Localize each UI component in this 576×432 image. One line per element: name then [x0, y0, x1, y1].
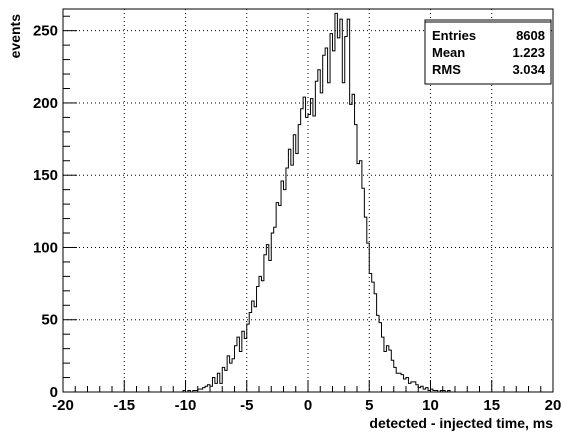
- x-tick-label: -20: [52, 397, 74, 414]
- x-tick-label: -10: [175, 397, 197, 414]
- x-tick-label: 10: [422, 397, 439, 414]
- stats-value: 8608: [516, 28, 545, 43]
- y-tick-label: 250: [33, 23, 58, 40]
- y-tick-label: 150: [33, 167, 58, 184]
- x-tick-label: 20: [545, 397, 562, 414]
- y-tick-label: 200: [33, 95, 58, 112]
- x-axis-title: detected - injected time, ms: [369, 415, 553, 431]
- stats-label: Mean: [432, 45, 465, 60]
- x-tick-label: -5: [240, 397, 253, 414]
- x-tick-label: 15: [483, 397, 500, 414]
- stats-label: RMS: [432, 62, 461, 77]
- x-tick-label: 5: [365, 397, 373, 414]
- histogram-line: [182, 12, 453, 393]
- tick-layer: [62, 15, 554, 393]
- x-tick-label: 0: [304, 397, 312, 414]
- stats-rows: Entries 8608 Mean 1.223 RMS 3.034: [432, 28, 546, 77]
- plot-frame: [62, 8, 554, 393]
- y-tick-label: 50: [41, 312, 58, 329]
- y-axis-title: events: [7, 14, 23, 59]
- y-tick-label: 100: [33, 239, 58, 256]
- stats-value: 1.223: [512, 45, 545, 60]
- stats-box: Entries 8608 Mean 1.223 RMS 3.034: [424, 19, 552, 85]
- stats-value: 3.034: [512, 62, 545, 77]
- stats-label: Entries: [432, 28, 476, 43]
- x-tick-label: -15: [113, 397, 135, 414]
- stats-box-frame: [424, 19, 552, 85]
- y-tick-label: 0: [50, 384, 58, 401]
